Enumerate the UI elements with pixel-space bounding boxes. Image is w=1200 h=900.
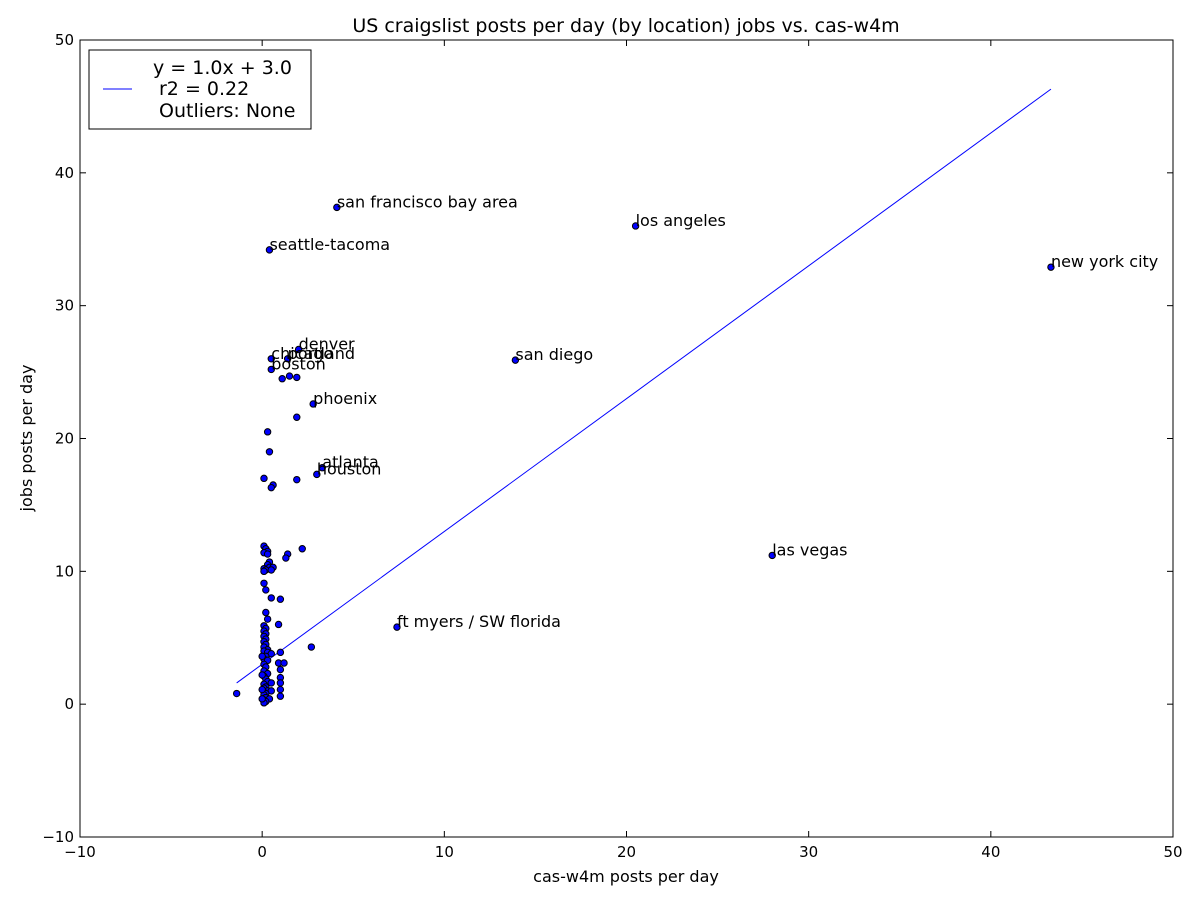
x-tick-label: 40 bbox=[981, 843, 1000, 861]
data-point bbox=[267, 483, 275, 492]
point-label: phoenix bbox=[313, 389, 377, 408]
data-point bbox=[263, 550, 272, 558]
data-point bbox=[263, 428, 272, 436]
data-point bbox=[232, 689, 241, 698]
data-point bbox=[307, 643, 316, 651]
data-point bbox=[263, 615, 272, 623]
data-point bbox=[260, 579, 268, 587]
point-label: los angeles bbox=[636, 211, 726, 230]
point-label: chicago bbox=[271, 344, 333, 363]
x-tick-label: 20 bbox=[617, 843, 636, 861]
data-point bbox=[285, 372, 294, 380]
data-point bbox=[298, 545, 306, 553]
data-point bbox=[262, 608, 270, 617]
fit-line bbox=[236, 88, 1052, 684]
data-point bbox=[278, 375, 286, 383]
labeled-data-point bbox=[313, 470, 321, 479]
data-point bbox=[293, 475, 301, 484]
data-point bbox=[276, 692, 285, 700]
data-point bbox=[293, 413, 301, 421]
data-point bbox=[258, 671, 266, 679]
y-tick-label: 20 bbox=[55, 430, 74, 448]
fit-line-layer bbox=[236, 88, 1052, 684]
data-point bbox=[267, 566, 275, 574]
point-label: las vegas bbox=[772, 540, 847, 559]
point-label: san diego bbox=[515, 345, 593, 364]
data-point bbox=[276, 595, 285, 603]
legend-r2: r2 = 0.22 bbox=[159, 78, 249, 100]
legend: y = 1.0x + 3.0 r2 = 0.22 Outliers: None bbox=[88, 49, 312, 130]
point-label: houston bbox=[317, 459, 382, 478]
point-label: new york city bbox=[1051, 252, 1158, 271]
labeled-data-point bbox=[267, 365, 275, 374]
point-labels-layer: san francisco bay area los angeles seattle… bbox=[269, 192, 1158, 631]
data-point bbox=[280, 659, 288, 667]
labeled-data-point bbox=[1047, 263, 1055, 271]
point-label: atlanta bbox=[322, 453, 379, 472]
point-label: denver bbox=[299, 335, 355, 354]
data-point bbox=[276, 685, 285, 694]
x-tick-label: 0 bbox=[257, 843, 267, 861]
data-point bbox=[260, 567, 268, 576]
labeled-data-point bbox=[511, 356, 520, 364]
data-point bbox=[265, 448, 274, 456]
labeled-data-point bbox=[631, 222, 640, 230]
labeled-data-point bbox=[267, 355, 275, 363]
data-point bbox=[258, 652, 266, 661]
y-tick-label: 40 bbox=[55, 164, 74, 182]
data-point bbox=[276, 665, 285, 674]
data-point bbox=[260, 474, 268, 483]
point-label: boston bbox=[271, 354, 325, 373]
data-point bbox=[276, 648, 285, 657]
points-layer bbox=[232, 203, 1055, 707]
labeled-data-point bbox=[265, 246, 274, 254]
labeled-data-point bbox=[309, 400, 317, 408]
x-tick-label: 10 bbox=[435, 843, 454, 861]
x-tick-label: 30 bbox=[799, 843, 818, 861]
data-point bbox=[276, 679, 285, 687]
data-point bbox=[282, 554, 290, 562]
y-tick-label: 0 bbox=[64, 695, 74, 713]
labeled-data-point bbox=[283, 355, 292, 363]
labeled-data-point bbox=[294, 345, 303, 354]
legend-outliers: Outliers: None bbox=[159, 100, 295, 122]
point-label: seattle-tacoma bbox=[269, 235, 390, 254]
point-label: san francisco bay area bbox=[337, 192, 518, 211]
data-point bbox=[262, 586, 270, 594]
data-point bbox=[293, 373, 301, 382]
data-point bbox=[274, 620, 283, 629]
chart-title: US craigslist posts per day (by location… bbox=[352, 15, 899, 37]
labeled-data-point bbox=[333, 203, 341, 212]
y-tick-label: −10 bbox=[42, 828, 74, 846]
x-tick-label: −10 bbox=[64, 843, 96, 861]
labeled-data-point bbox=[318, 464, 326, 472]
y-tick-label: 10 bbox=[55, 562, 74, 580]
data-point bbox=[267, 679, 275, 687]
data-point bbox=[258, 685, 266, 694]
y-tick-label: 30 bbox=[55, 297, 74, 315]
y-tick-label: 50 bbox=[55, 31, 74, 49]
point-label: portland bbox=[288, 344, 355, 363]
x-tick-label: 50 bbox=[1163, 843, 1182, 861]
x-axis-title: cas-w4m posts per day bbox=[533, 867, 719, 886]
y-axis-title: jobs posts per day bbox=[17, 365, 36, 513]
legend-equation: y = 1.0x + 3.0 bbox=[153, 57, 292, 79]
labeled-data-point bbox=[393, 623, 401, 631]
labeled-data-point bbox=[768, 551, 776, 560]
data-point bbox=[267, 594, 275, 602]
data-point bbox=[258, 695, 266, 703]
axis-ticks: −10 0 10 20 30 40 50 −10 0 10 20 30 40 50 bbox=[42, 31, 1182, 861]
point-label: ft myers / SW florida bbox=[397, 612, 561, 631]
